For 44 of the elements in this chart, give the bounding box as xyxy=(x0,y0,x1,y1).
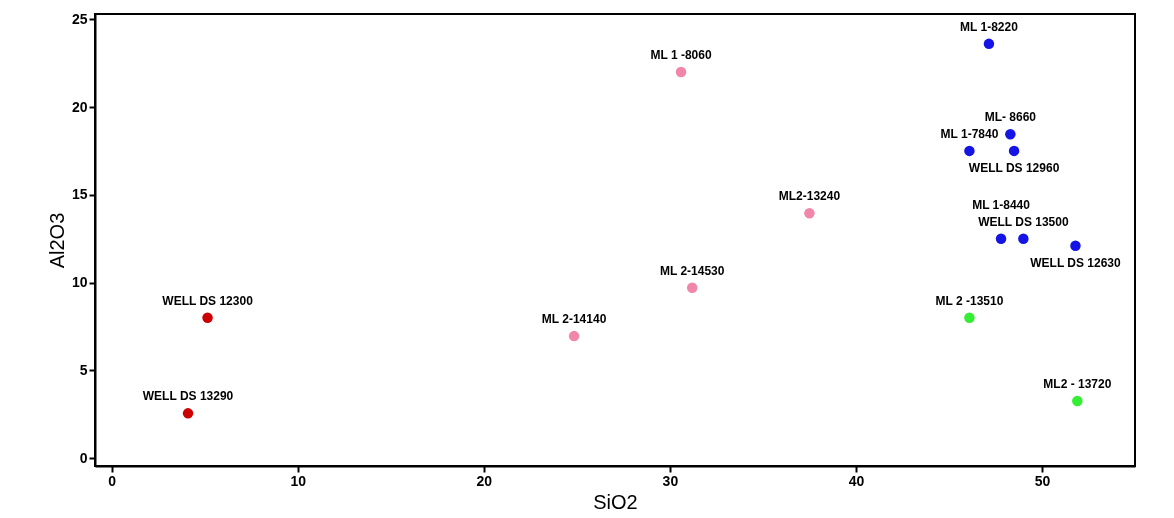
point xyxy=(983,38,995,50)
annotation: ML 2 -13510 xyxy=(935,293,1004,308)
annotation: ML- 8660 xyxy=(984,110,1037,125)
point xyxy=(964,312,975,323)
y-tick-label: 5 xyxy=(79,361,88,378)
annotation: ML 1-8440 xyxy=(972,197,1031,212)
point xyxy=(1008,145,1020,157)
annotation: ML2 - 13720 xyxy=(1043,377,1112,392)
annotation: ML 1 -8060 xyxy=(650,47,712,62)
annotation: WELL DS 13290 xyxy=(142,389,234,404)
annotation: WELL DS 12630 xyxy=(1030,255,1122,270)
annotation: WELL DS 12300 xyxy=(162,293,254,308)
x-tick-label: 10 xyxy=(290,472,307,489)
y-tick-label: 20 xyxy=(71,98,88,115)
y-tick-label: 0 xyxy=(79,449,88,466)
x-tick-label: 50 xyxy=(1034,472,1051,489)
y-tick-label: 10 xyxy=(71,274,88,291)
y-tick-label: 15 xyxy=(71,186,88,203)
point xyxy=(182,408,194,419)
x-tick-label: 0 xyxy=(108,472,117,489)
point xyxy=(995,233,1007,244)
y-tick-label: 25 xyxy=(71,10,88,27)
point xyxy=(202,312,213,323)
annotation: ML 2-14530 xyxy=(659,263,725,278)
point xyxy=(686,282,698,294)
annotation: ML 1-8220 xyxy=(960,19,1019,34)
point xyxy=(804,208,815,219)
point xyxy=(1005,129,1016,140)
annotation: WELL DS 12960 xyxy=(968,160,1060,175)
annotation: ML 1-7840 xyxy=(940,126,999,141)
annotation: ML 2-14140 xyxy=(541,312,607,327)
y-axis-title: Al2O3 xyxy=(45,212,68,269)
point xyxy=(1072,395,1083,407)
point xyxy=(1070,240,1081,251)
x-axis-title: SiO2 xyxy=(593,490,638,513)
point xyxy=(568,330,580,342)
x-tick-label: 40 xyxy=(848,472,865,489)
point xyxy=(1018,233,1029,244)
x-tick-label: 30 xyxy=(662,472,679,489)
annotation: WELL DS 13500 xyxy=(978,214,1069,229)
x-tick-label: 20 xyxy=(476,472,493,489)
annotation: ML2-13240 xyxy=(778,189,841,204)
point xyxy=(964,145,975,157)
point xyxy=(675,66,687,78)
